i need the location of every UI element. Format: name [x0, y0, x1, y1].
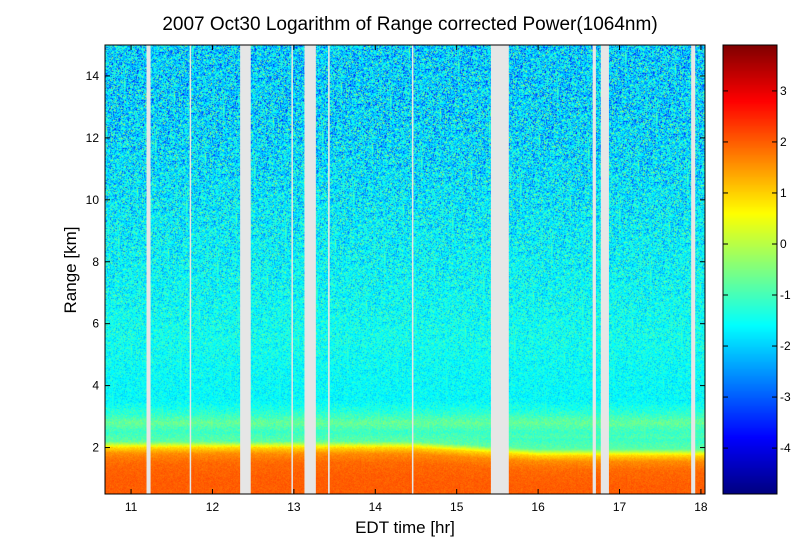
data-gap — [291, 45, 293, 494]
data-gap — [328, 45, 330, 494]
y-tick-label: 8 — [92, 255, 99, 269]
x-tick-label: 18 — [694, 500, 708, 514]
x-tick-label: 12 — [206, 500, 220, 514]
chart-title: 2007 Oct30 Logarithm of Range corrected … — [162, 14, 657, 35]
colorbar-tick-label: -3 — [780, 390, 791, 404]
data-gaps — [146, 45, 696, 494]
colorbar-tick-label: 2 — [780, 135, 787, 149]
y-tick-label: 4 — [92, 379, 99, 393]
x-axis-label: EDT time [hr] — [355, 518, 455, 537]
y-tick-label: 10 — [86, 193, 100, 207]
y-tick-label: 2 — [92, 441, 99, 455]
x-tick-label: 15 — [450, 500, 464, 514]
x-tick-label: 11 — [125, 500, 138, 514]
y-tick-label: 14 — [86, 69, 100, 83]
x-axis: 11 12 13 14 15 16 17 18 — [125, 45, 708, 514]
y-axis: 2 4 6 8 10 12 14 — [86, 69, 705, 455]
x-tick-label: 16 — [531, 500, 545, 514]
colorbar-image — [723, 45, 777, 494]
colorbar-tick-label: -2 — [780, 339, 791, 353]
colorbar-tick-label: 1 — [780, 186, 787, 200]
data-gap — [600, 45, 609, 494]
y-tick-label: 12 — [86, 131, 100, 145]
data-gap — [490, 45, 509, 494]
y-tick-label: 6 — [92, 317, 99, 331]
x-tick-label: 14 — [369, 500, 383, 514]
colorbar-ticks: 3 2 1 0 -1 -2 -3 -4 — [723, 84, 791, 455]
data-gap — [304, 45, 316, 494]
y-axis-label: Range [km] — [61, 227, 80, 314]
heatmap-image — [105, 45, 705, 494]
colorbar-tick-label: 3 — [780, 84, 787, 98]
data-gap — [592, 45, 596, 494]
plot-frame — [104, 44, 706, 495]
data-gap — [189, 45, 192, 494]
colorbar-frame — [722, 44, 778, 495]
x-tick-label: 17 — [613, 500, 627, 514]
data-gap — [411, 45, 414, 494]
colorbar-tick-label: -1 — [780, 288, 791, 302]
colorbar-tick-label: 0 — [780, 237, 787, 251]
colorbar-tick-label: -4 — [780, 441, 791, 455]
x-tick-label: 13 — [287, 500, 301, 514]
data-gap — [691, 45, 696, 494]
data-gap — [240, 45, 251, 494]
colorbar: 3 2 1 0 -1 -2 -3 -4 — [722, 44, 791, 495]
data-gap — [146, 45, 151, 494]
heatmap-plot: 11 12 13 14 15 16 17 18 2 4 6 8 10 12 14 — [86, 44, 708, 514]
